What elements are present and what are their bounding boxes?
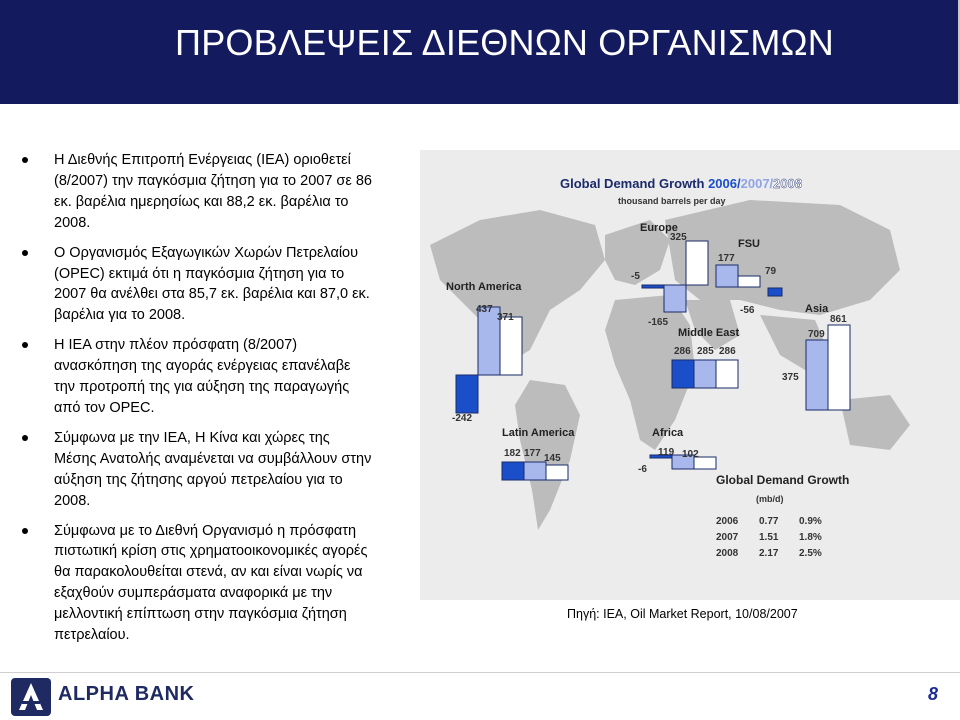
label-north-america-2006: -242 bbox=[452, 413, 472, 424]
label-asia-2007: 709 bbox=[808, 329, 825, 340]
bullet-icon bbox=[22, 157, 28, 163]
bar-europe-2006 bbox=[641, 284, 665, 289]
bar-north-america-2006 bbox=[455, 374, 479, 414]
svg-text:Global Demand Growth 2006/2007: Global Demand Growth 2006/2007/2008 bbox=[560, 176, 802, 191]
bullet-item: Η IEA στην πλέον πρόσφατη (8/2007) ανασκ… bbox=[20, 335, 375, 419]
bar-europe-2007 bbox=[663, 284, 687, 313]
growth-table: Global Demand Growth (mb/d) 2006 0.77 0.… bbox=[716, 473, 849, 559]
table-title: Global Demand Growth bbox=[716, 473, 849, 487]
table-pct-2006: 0.9% bbox=[799, 516, 822, 527]
bar-asia-2008 bbox=[827, 324, 851, 411]
bar-latin-america-2008 bbox=[545, 464, 569, 481]
label-middle-east-2007: 285 bbox=[697, 346, 714, 357]
table-mbd-2006: 0.77 bbox=[759, 516, 779, 527]
label-europe-2008: 325 bbox=[670, 232, 687, 243]
region-name-europe: Europe bbox=[640, 222, 678, 234]
label-europe-2006: -5 bbox=[631, 271, 640, 282]
bar-asia-2006 bbox=[767, 287, 783, 297]
bullet-list: Η Διεθνής Επιτροπή Ενέργειας (IEA) οριοθ… bbox=[20, 150, 375, 655]
region-name-africa: Africa bbox=[652, 427, 684, 439]
source-note: Πηγή: IEA, Oil Market Report, 10/08/2007 bbox=[567, 607, 798, 621]
bar-fsu-2007 bbox=[715, 264, 739, 288]
label-africa-2007: 119 bbox=[658, 447, 675, 458]
bullet-icon bbox=[22, 434, 28, 441]
bar-latin-america-2007 bbox=[523, 461, 547, 481]
label-latin-america-2006: 182 bbox=[504, 448, 521, 459]
label-north-america-2008: 371 bbox=[497, 312, 514, 323]
label-extra-375: 375 bbox=[782, 372, 799, 383]
bullet-item: Ο Οργανισμός Εξαγωγικών Χωρών Πετρελαίου… bbox=[20, 243, 375, 327]
region-name-latin-america: Latin America bbox=[502, 427, 575, 439]
bullet-icon bbox=[22, 249, 28, 256]
figure-title-y2008: 2008 bbox=[773, 176, 802, 191]
title-bar: ΠΡΟΒΛΕΨΕΙΣ ΔΙΕΘΝΩΝ ΟΡΓΑΝΙΣΜΩΝ bbox=[0, 0, 960, 104]
bullet-item: Η Διεθνής Επιτροπή Ενέργειας (IEA) οριοθ… bbox=[20, 150, 375, 234]
label-north-america-2007: 437 bbox=[476, 304, 493, 315]
bar-europe-2008 bbox=[685, 240, 709, 286]
region-name-middle-east: Middle East bbox=[678, 327, 739, 339]
label-latin-america-2007: 177 bbox=[524, 448, 541, 459]
label-asia-2006: -56 bbox=[740, 305, 755, 316]
figure-title: Global Demand Growth bbox=[560, 176, 708, 191]
figure-title-y2006: 2006/ bbox=[708, 176, 741, 191]
table-mbd-2007: 1.51 bbox=[759, 532, 779, 543]
footer-divider bbox=[0, 672, 960, 673]
bar-north-america-2008 bbox=[499, 316, 523, 376]
alpha-bank-logo-icon bbox=[11, 678, 51, 716]
label-middle-east-2008: 286 bbox=[719, 346, 736, 357]
bullet-item: Σύμφωνα με το Διεθνή Οργανισμό η πρόσφατ… bbox=[20, 521, 375, 646]
bank-name: ALPHA BANK bbox=[58, 683, 195, 705]
label-fsu-2008: 79 bbox=[765, 266, 777, 277]
region-name-fsu: FSU bbox=[738, 238, 760, 250]
bar-fsu-2008 bbox=[737, 275, 761, 288]
demand-growth-figure: Global Demand Growth 2006/2007/2008 thou… bbox=[420, 150, 960, 600]
label-fsu-2007: 177 bbox=[718, 253, 735, 264]
bar-asia-2007 bbox=[805, 339, 829, 411]
label-latin-america-2008: 145 bbox=[544, 453, 561, 464]
label-africa-2008: 102 bbox=[682, 449, 699, 460]
bullet-icon bbox=[22, 342, 28, 349]
table-year-2006: 2006 bbox=[716, 516, 739, 527]
bar-africa-2008 bbox=[693, 456, 717, 470]
table-mbd-2008: 2.17 bbox=[759, 548, 779, 559]
table-pct-2007: 1.8% bbox=[799, 532, 822, 543]
world-map bbox=[430, 200, 910, 530]
table-year-2007: 2007 bbox=[716, 532, 739, 543]
label-asia-2008: 861 bbox=[830, 314, 847, 325]
table-pct-2008: 2.5% bbox=[799, 548, 822, 559]
bar-middle-east-2008 bbox=[715, 359, 739, 389]
figure-title-y2007: 2007/ bbox=[741, 176, 774, 191]
label-europe-2007: -165 bbox=[648, 317, 668, 328]
figure-subtitle: thousand barrels per day bbox=[618, 196, 726, 206]
bar-latin-america-2006 bbox=[501, 461, 525, 481]
page-number: 8 bbox=[928, 684, 939, 704]
region-name-asia: Asia bbox=[805, 303, 829, 315]
bullet-icon bbox=[22, 527, 28, 534]
page-title: ΠΡΟΒΛΕΨΕΙΣ ΔΙΕΘΝΩΝ ΟΡΓΑΝΙΣΜΩΝ bbox=[175, 22, 834, 63]
bar-middle-east-2007 bbox=[693, 359, 717, 389]
region-name-north-america: North America bbox=[446, 281, 522, 293]
bar-middle-east-2006 bbox=[671, 359, 695, 389]
label-africa-2006: -6 bbox=[638, 464, 647, 475]
table-year-2008: 2008 bbox=[716, 548, 739, 559]
table-unit: (mb/d) bbox=[756, 494, 784, 504]
label-middle-east-2006: 286 bbox=[674, 346, 691, 357]
bullet-item: Σύμφωνα με την IEA, Η Κίνα και χώρες της… bbox=[20, 428, 375, 512]
